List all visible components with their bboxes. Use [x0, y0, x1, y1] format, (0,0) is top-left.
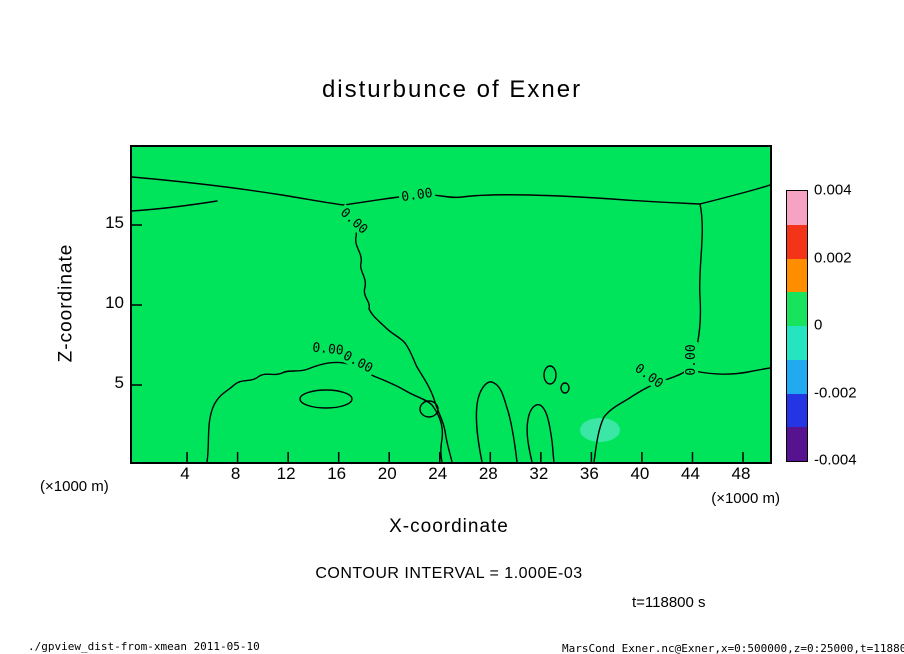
y-axis-tick-labels: 5 10 15	[84, 145, 124, 460]
colorbar-segment	[787, 258, 807, 293]
footer-source-text: MarsCond_Exner.nc@Exner,x=0:500000,z=0:2…	[562, 642, 904, 654]
zero-contour-top-left-secondary	[132, 200, 218, 212]
colorbar-segment	[787, 393, 807, 428]
time-stamp: t=118800 s	[632, 594, 706, 611]
colorbar-tick-label: 0.004	[814, 181, 852, 199]
x-tick-label: 48	[731, 464, 751, 483]
contour-label-lower-right: 0.00	[630, 359, 668, 393]
x-tick-label: 20	[377, 464, 397, 483]
colorbar-tick-label: 0	[814, 316, 823, 334]
contour-interval-note: CONTOUR INTERVAL = 1.000E-03	[315, 565, 583, 582]
colorbar-segment	[787, 191, 807, 225]
x-tick-label: 32	[529, 464, 549, 483]
x-tick-label: 40	[630, 464, 650, 483]
svg-text:0.00: 0.00	[340, 348, 375, 376]
zero-contour-closed-loop	[299, 389, 353, 409]
zero-contour-mid-branch	[343, 204, 453, 462]
x-tick-label: 36	[579, 464, 599, 483]
y-tick-label: 5	[114, 373, 124, 392]
colorbar-tick-label: 0.002	[814, 249, 852, 266]
colorbar-segment	[787, 427, 807, 461]
zero-contour-bottom-cell-b	[526, 404, 555, 462]
y-axis-unit: (×1000 m)	[40, 478, 109, 495]
colorbar-segment	[787, 326, 807, 360]
x-axis-label: X-coordinate	[389, 516, 509, 537]
zero-contour-top	[132, 176, 770, 206]
zero-contour-right-vertical	[593, 203, 703, 462]
x-axis-unit: (×1000 m)	[711, 490, 780, 507]
zero-contour-right-edge	[693, 367, 770, 375]
contour-label-branch: 0.00	[335, 203, 373, 239]
contour-label-right-vertical: 0.00	[684, 342, 699, 378]
y-tick-label: 15	[105, 213, 124, 232]
x-tick-label: 24	[428, 464, 448, 483]
colorbar-tick-labels: 0.004 0.002 0 -0.002 -0.004	[814, 182, 884, 469]
x-tick-label: 4	[180, 464, 190, 483]
y-axis-label: Z-coordinate	[55, 243, 77, 362]
x-tick-label: 28	[478, 464, 498, 483]
colorbar-tick-label: -0.002	[814, 384, 857, 401]
y-axis-label-wrap: Z-coordinate	[52, 145, 80, 460]
svg-text:0.00: 0.00	[401, 186, 434, 205]
contour-lines-layer: 0.00 0.00 0.00 0.00 0.00 0.00	[132, 176, 770, 462]
zero-contour-bottom-cell-a	[475, 381, 518, 462]
svg-text:0.00: 0.00	[312, 340, 345, 358]
x-tick-label: 8	[230, 464, 241, 483]
x-axis-tick-labels: 4 8 12 16 20 24 28 32 36 40 44 48	[130, 464, 768, 488]
colorbar	[786, 190, 808, 462]
zero-contour-blob-2	[543, 365, 557, 385]
colorbar-segment	[787, 224, 807, 259]
colorbar-segment	[787, 292, 807, 326]
x-tick-label: 16	[327, 464, 347, 483]
x-tick-label: 44	[681, 464, 700, 483]
contour-plot-area: 0.00 0.00 0.00 0.00 0.00 0.00	[130, 145, 772, 464]
contour-label-top: 0.00	[398, 185, 436, 205]
svg-text:0.00: 0.00	[684, 344, 699, 375]
chart-title: disturbunce of Exner	[321, 76, 583, 103]
colorbar-tick-label: -0.004	[814, 451, 857, 469]
contour-label-lower-left-2: 0.00	[338, 347, 378, 377]
zero-contour-blob-1	[419, 400, 439, 418]
y-tick-label: 10	[105, 293, 124, 312]
zero-contour-blob-3	[560, 382, 570, 394]
footer-command-text: ./gpview_dist-from-xmean 2011-05-10	[28, 640, 260, 653]
x-tick-label: 12	[276, 464, 296, 483]
zero-contour-lower-left	[206, 361, 444, 462]
contour-label-lower-left-1: 0.00	[309, 340, 347, 359]
colorbar-segment	[787, 359, 807, 394]
